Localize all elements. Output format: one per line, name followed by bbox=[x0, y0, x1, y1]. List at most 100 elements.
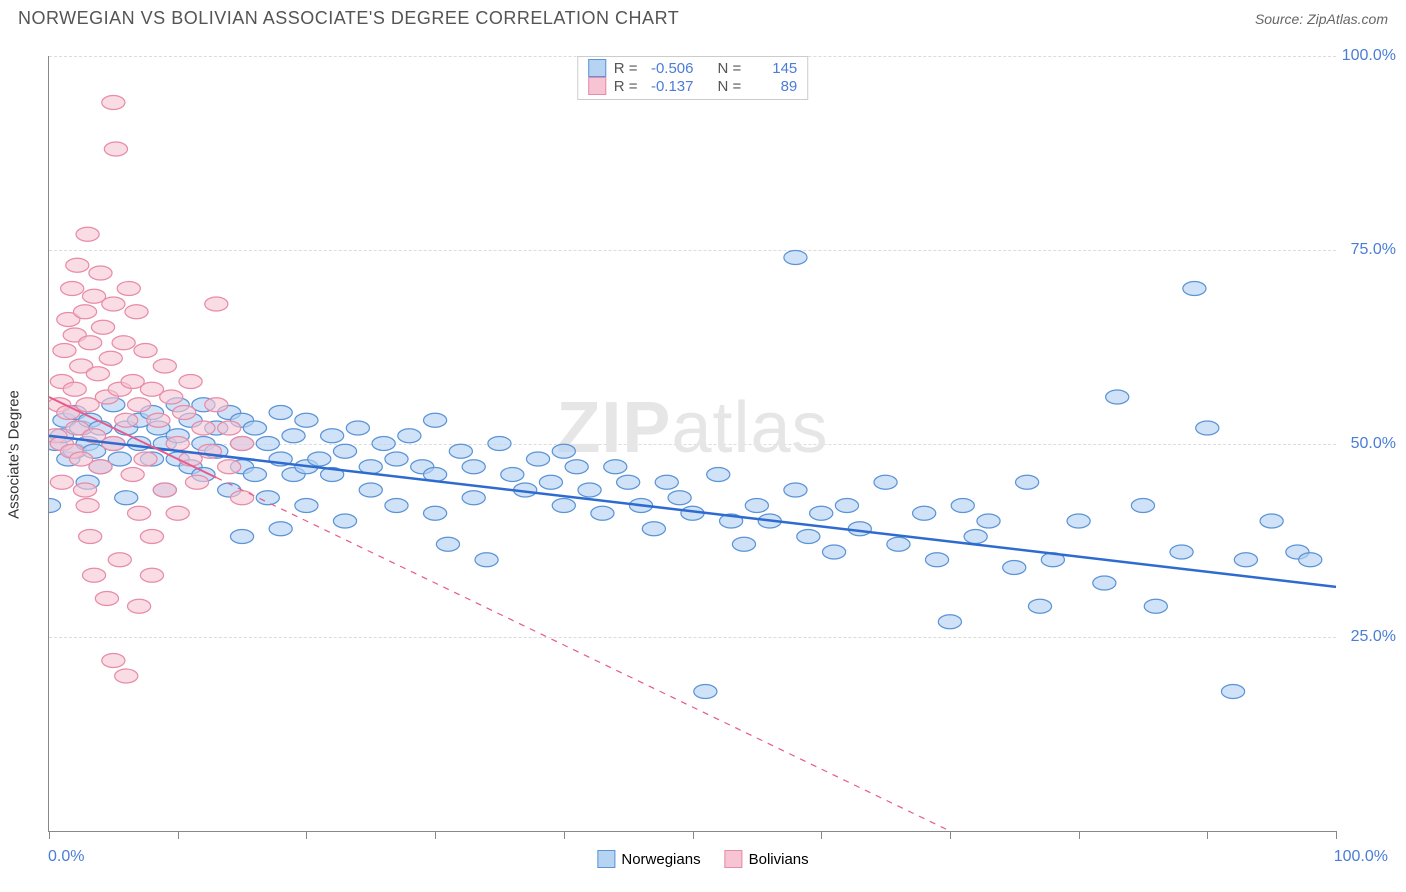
scatter-point-norwegians bbox=[256, 437, 279, 451]
scatter-point-bolivians bbox=[153, 359, 176, 373]
x-tick bbox=[1079, 831, 1080, 839]
scatter-point-bolivians bbox=[73, 483, 96, 497]
scatter-point-norwegians bbox=[462, 491, 485, 505]
scatter-point-bolivians bbox=[128, 398, 151, 412]
scatter-svg bbox=[49, 56, 1336, 831]
scatter-point-norwegians bbox=[359, 483, 382, 497]
scatter-point-norwegians bbox=[707, 468, 730, 482]
n-label: N = bbox=[718, 78, 742, 95]
correlation-legend: R = -0.506 N = 145 R = -0.137 N = 89 bbox=[577, 56, 809, 100]
scatter-point-norwegians bbox=[1260, 514, 1283, 528]
scatter-point-norwegians bbox=[295, 499, 318, 513]
scatter-point-bolivians bbox=[102, 654, 125, 668]
n-value: 89 bbox=[749, 78, 797, 95]
x-axis-max-label: 100.0% bbox=[1334, 848, 1388, 866]
r-label: R = bbox=[614, 60, 638, 77]
scatter-point-bolivians bbox=[115, 413, 138, 427]
scatter-point-norwegians bbox=[424, 413, 447, 427]
n-label: N = bbox=[718, 60, 742, 77]
scatter-point-bolivians bbox=[66, 258, 89, 272]
scatter-point-norwegians bbox=[784, 483, 807, 497]
scatter-point-bolivians bbox=[86, 367, 109, 381]
scatter-point-norwegians bbox=[1003, 561, 1026, 575]
swatch-icon bbox=[588, 59, 606, 77]
scatter-point-norwegians bbox=[1106, 390, 1129, 404]
scatter-point-norwegians bbox=[913, 506, 936, 520]
scatter-point-norwegians bbox=[333, 444, 356, 458]
scatter-point-norwegians bbox=[552, 499, 575, 513]
scatter-point-norwegians bbox=[385, 499, 408, 513]
source-label: Source: bbox=[1255, 11, 1303, 27]
scatter-point-norwegians bbox=[578, 483, 601, 497]
scatter-point-norwegians bbox=[243, 421, 266, 435]
scatter-point-norwegians bbox=[256, 491, 279, 505]
scatter-point-norwegians bbox=[230, 530, 253, 544]
n-value: 145 bbox=[749, 60, 797, 77]
scatter-point-norwegians bbox=[1183, 282, 1206, 296]
x-tick bbox=[178, 831, 179, 839]
scatter-point-bolivians bbox=[99, 351, 122, 365]
scatter-point-bolivians bbox=[230, 491, 253, 505]
scatter-point-norwegians bbox=[295, 413, 318, 427]
scatter-point-bolivians bbox=[134, 452, 157, 466]
scatter-point-norwegians bbox=[591, 506, 614, 520]
scatter-point-bolivians bbox=[104, 142, 127, 156]
scatter-point-norwegians bbox=[642, 522, 665, 536]
scatter-point-norwegians bbox=[49, 499, 61, 513]
scatter-point-norwegians bbox=[1016, 475, 1039, 489]
scatter-point-bolivians bbox=[192, 421, 215, 435]
source-value: ZipAtlas.com bbox=[1307, 11, 1388, 27]
scatter-point-norwegians bbox=[1028, 599, 1051, 613]
r-value: -0.137 bbox=[646, 78, 694, 95]
scatter-point-norwegians bbox=[887, 537, 910, 551]
scatter-point-bolivians bbox=[63, 382, 86, 396]
scatter-point-norwegians bbox=[732, 537, 755, 551]
scatter-point-norwegians bbox=[1067, 514, 1090, 528]
scatter-point-bolivians bbox=[128, 506, 151, 520]
legend-label: Bolivians bbox=[749, 851, 809, 868]
scatter-point-bolivians bbox=[166, 506, 189, 520]
scatter-point-norwegians bbox=[964, 530, 987, 544]
scatter-point-bolivians bbox=[61, 282, 84, 296]
scatter-point-bolivians bbox=[89, 266, 112, 280]
chart-header: NORWEGIAN VS BOLIVIAN ASSOCIATE'S DEGREE… bbox=[0, 0, 1406, 33]
scatter-point-norwegians bbox=[449, 444, 472, 458]
scatter-point-norwegians bbox=[398, 429, 421, 443]
scatter-point-bolivians bbox=[153, 483, 176, 497]
scatter-point-bolivians bbox=[117, 282, 140, 296]
scatter-point-norwegians bbox=[269, 522, 292, 536]
scatter-point-norwegians bbox=[797, 530, 820, 544]
scatter-point-bolivians bbox=[218, 460, 241, 474]
scatter-point-bolivians bbox=[95, 592, 118, 606]
scatter-point-norwegians bbox=[604, 460, 627, 474]
chart-title: NORWEGIAN VS BOLIVIAN ASSOCIATE'S DEGREE… bbox=[18, 8, 679, 29]
scatter-point-norwegians bbox=[784, 251, 807, 265]
scatter-point-bolivians bbox=[160, 390, 183, 404]
scatter-point-norwegians bbox=[668, 491, 691, 505]
chart-plot-area: ZIPatlas R = -0.506 N = 145 R = -0.137 N… bbox=[48, 56, 1336, 832]
y-tick-label: 50.0% bbox=[1351, 435, 1396, 453]
scatter-point-bolivians bbox=[53, 344, 76, 358]
scatter-point-norwegians bbox=[346, 421, 369, 435]
scatter-point-bolivians bbox=[91, 320, 114, 334]
x-tick bbox=[693, 831, 694, 839]
scatter-point-bolivians bbox=[185, 475, 208, 489]
scatter-point-bolivians bbox=[230, 437, 253, 451]
scatter-point-norwegians bbox=[925, 553, 948, 567]
x-tick bbox=[49, 831, 50, 839]
x-tick bbox=[435, 831, 436, 839]
scatter-point-bolivians bbox=[102, 96, 125, 110]
legend-label: Norwegians bbox=[621, 851, 700, 868]
scatter-point-norwegians bbox=[372, 437, 395, 451]
scatter-point-bolivians bbox=[89, 460, 112, 474]
x-tick bbox=[950, 831, 951, 839]
scatter-point-norwegians bbox=[655, 475, 678, 489]
scatter-point-bolivians bbox=[76, 499, 99, 513]
y-tick-label: 25.0% bbox=[1351, 628, 1396, 646]
scatter-point-norwegians bbox=[835, 499, 858, 513]
scatter-point-norwegians bbox=[436, 537, 459, 551]
scatter-point-norwegians bbox=[1144, 599, 1167, 613]
scatter-point-bolivians bbox=[205, 297, 228, 311]
x-tick bbox=[306, 831, 307, 839]
x-tick bbox=[1336, 831, 1337, 839]
